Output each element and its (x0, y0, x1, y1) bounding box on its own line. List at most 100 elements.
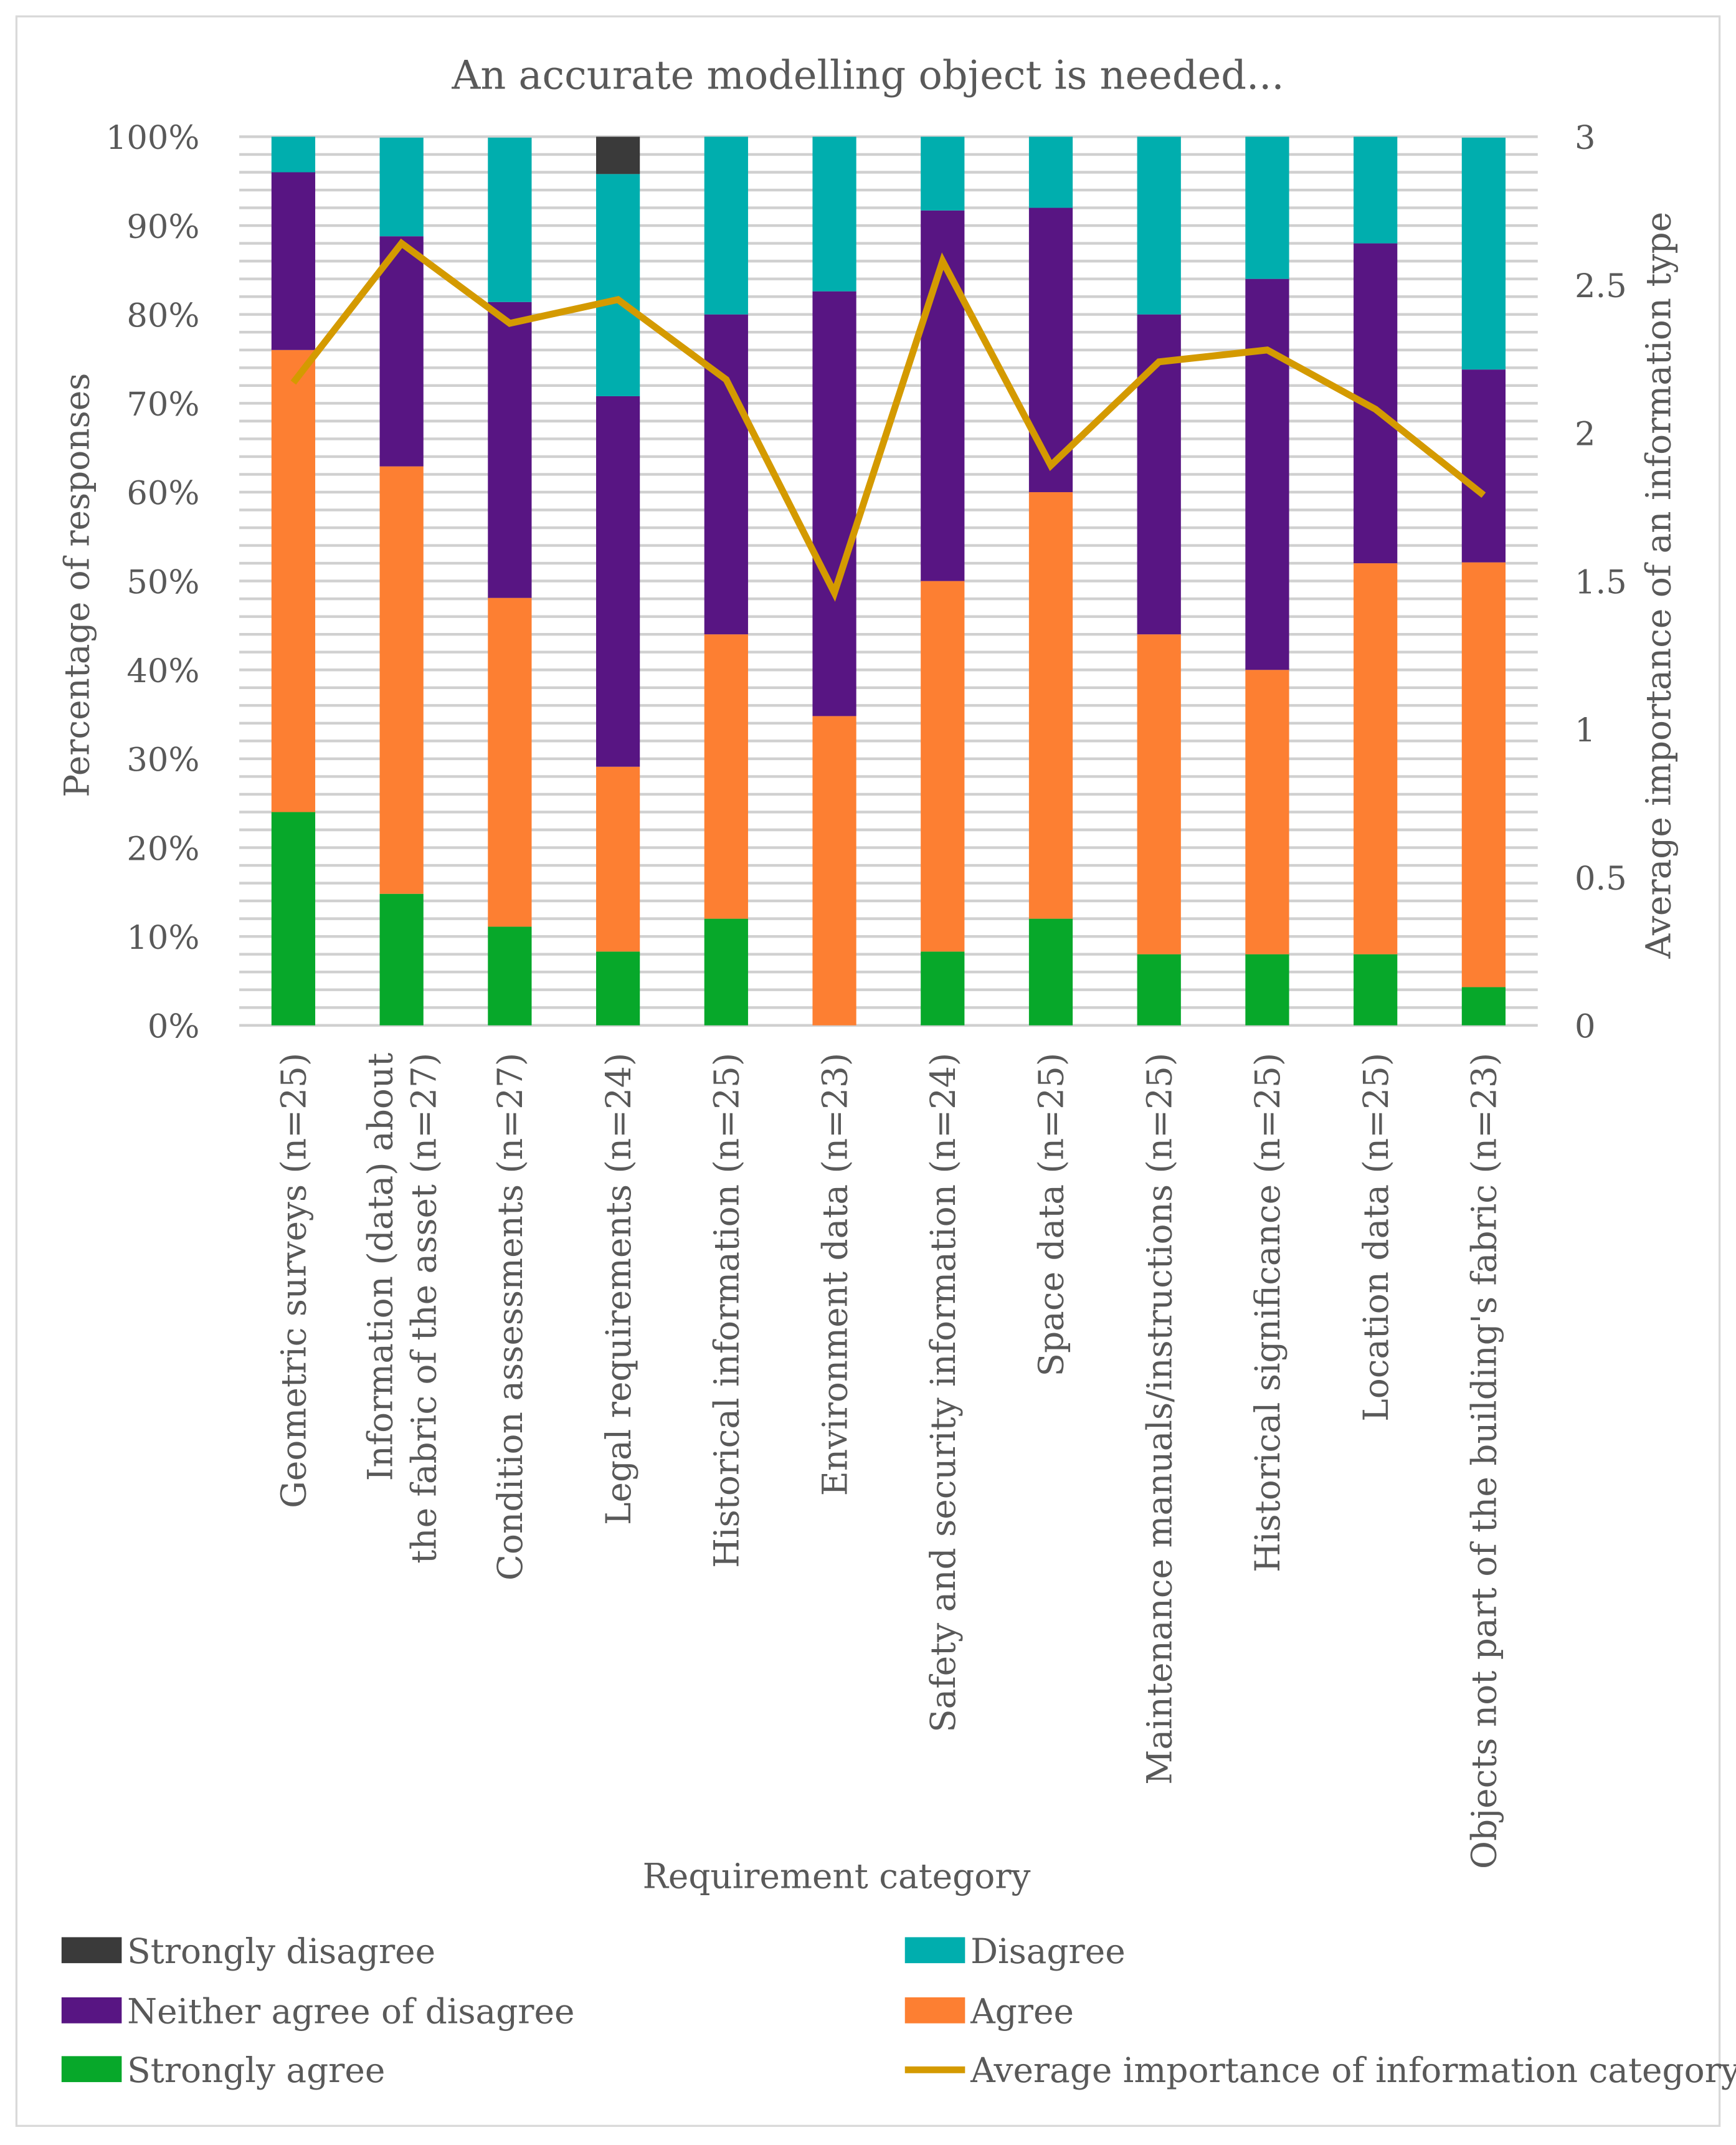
bar-segment-neither-agree-of-disagree (271, 172, 316, 350)
bar-segment-strongly-agree (1245, 954, 1289, 1025)
y2-tick-label: 3 (1575, 119, 1596, 157)
x-axis-labels: Geometric surveys (n=25) Information (dat… (274, 1053, 1504, 1869)
bar-segment-neither-agree-of-disagree (921, 210, 965, 581)
average-line (290, 239, 1486, 602)
bar-segment-strongly-agree (379, 893, 424, 1025)
bar-segment-agree (1245, 670, 1289, 954)
bar-segment-agree (1028, 492, 1073, 919)
y-tick-label: 10% (126, 919, 199, 957)
x-tick-label: Historical information (n=25) (707, 1053, 747, 1568)
x-tick-label-line: Historical significance (n=25) (1248, 1053, 1288, 1572)
y-tick-label: 60% (126, 475, 199, 513)
y2-tick-label: 2.5 (1575, 267, 1627, 305)
x-tick-label: Environment data (n=23) (815, 1053, 855, 1496)
chart-title: An accurate modelling object is needed..… (451, 53, 1284, 99)
bar-segment-strongly-agree (1137, 954, 1181, 1025)
x-tick-label-line: Maintenance manuals/instructions (n=25) (1139, 1053, 1179, 1785)
legend: Strongly disagree Disagree Neither agree o… (61, 1931, 1736, 2090)
x-tick-label-line: Safety and security information (n=24) (923, 1053, 963, 1733)
y-tick-label: 20% (126, 830, 199, 868)
bar-segment-disagree (271, 136, 316, 173)
x-tick-label-line: Space data (n=25) (1032, 1053, 1071, 1377)
bar-segment-disagree (379, 137, 424, 237)
legend-label: Neither agree of disagree (127, 1992, 574, 2032)
x-tick-label: Information (data) about the fabric of th… (360, 1053, 443, 1564)
bar-segment-neither-agree-of-disagree (1245, 278, 1289, 670)
bar-segment-disagree (921, 136, 965, 211)
legend-label: Strongly agree (127, 2050, 385, 2090)
bars (271, 136, 1506, 1025)
bar-segment-disagree (1354, 136, 1398, 244)
x-tick-label-line: Information (data) about (360, 1053, 400, 1482)
bar-segment-strongly-agree (1354, 954, 1398, 1025)
legend-label: Strongly disagree (127, 1931, 435, 1971)
bar-segment-neither-agree-of-disagree (488, 302, 532, 598)
bar-segment-strongly-agree (1461, 987, 1506, 1025)
x-tick-label-line: Objects not part of the building's fabri… (1464, 1053, 1504, 1869)
bar-segment-agree (812, 716, 856, 1025)
bar-segment-agree (1137, 634, 1181, 954)
y-tick-label: 80% (126, 297, 199, 335)
bar-segment-neither-agree-of-disagree (1137, 314, 1181, 635)
legend-swatch (61, 2056, 122, 2083)
y-tick-label: 0% (148, 1008, 200, 1046)
legend-label: Disagree (970, 1931, 1126, 1971)
bar-segment-disagree (1028, 136, 1073, 208)
y-tick-label: 50% (126, 563, 199, 601)
x-axis-label: Requirement category (643, 1856, 1031, 1896)
bar-segment-agree (1461, 562, 1506, 987)
x-tick-label: Legal requirements (n=24) (599, 1053, 638, 1525)
y-tick-label: 100% (106, 119, 200, 157)
x-tick-label: Condition assessments (n=27) (490, 1053, 530, 1581)
bar-segment-disagree (488, 137, 532, 302)
bar-segment-disagree (1245, 136, 1289, 279)
x-tick-label-line: the fabric of the asset (n=27) (404, 1053, 444, 1564)
bar-segment-disagree (1461, 137, 1506, 370)
y2-tick-label: 0 (1575, 1008, 1596, 1046)
x-tick-label: Maintenance manuals/instructions (n=25) (1139, 1053, 1179, 1785)
x-tick-label: Objects not part of the building's fabri… (1464, 1053, 1504, 1869)
legend-swatch (61, 1937, 122, 1964)
x-tick-label: Location data (n=25) (1356, 1053, 1396, 1422)
bar-segment-agree (271, 350, 316, 812)
legend-label: Agree (970, 1992, 1074, 2032)
x-tick-label: Safety and security information (n=24) (923, 1053, 963, 1733)
bar-segment-agree (704, 634, 748, 919)
x-tick-label-line: Historical information (n=25) (707, 1053, 747, 1568)
x-tick-label-line: Geometric surveys (n=25) (274, 1053, 314, 1508)
y-axis-ticks: 0% 10% 20% 30% 40% 50% 60% 70% 80% 90% 100% (106, 119, 200, 1045)
y-tick-label: 30% (126, 741, 199, 779)
bar-segment-agree (595, 766, 640, 952)
legend-swatch (904, 1997, 965, 2024)
x-tick-label: Historical significance (n=25) (1248, 1053, 1288, 1572)
x-tick-label-line: Legal requirements (n=24) (599, 1053, 638, 1525)
bar-segment-strongly-agree (595, 951, 640, 1025)
bar-segment-agree (379, 466, 424, 894)
y-tick-label: 90% (126, 208, 199, 246)
average-importance-line (290, 239, 1486, 602)
bar-segment-disagree (704, 136, 748, 315)
bar-segment-neither-agree-of-disagree (379, 236, 424, 467)
bar-segment-strongly-disagree (595, 136, 640, 174)
y-tick-label: 70% (126, 386, 199, 424)
bar-segment-disagree (1137, 136, 1181, 315)
y-axis-label: Percentage of responses (57, 373, 97, 797)
y2-axis-ticks: 0 0.5 1 1.5 2 2.5 3 (1575, 119, 1627, 1045)
x-tick-label: Space data (n=25) (1032, 1053, 1071, 1377)
bar-segment-strongly-agree (1028, 918, 1073, 1025)
x-tick-label-line: Environment data (n=23) (815, 1053, 855, 1496)
bar-segment-neither-agree-of-disagree (704, 314, 748, 635)
bar-segment-agree (488, 597, 532, 927)
x-tick-label-line: Condition assessments (n=27) (490, 1053, 530, 1581)
bar-segment-disagree (595, 174, 640, 396)
y2-tick-label: 2 (1575, 416, 1596, 454)
legend-label: Average importance of information catego… (970, 2050, 1736, 2090)
bar-segment-neither-agree-of-disagree (595, 396, 640, 767)
bar-segment-strongly-agree (704, 918, 748, 1025)
bar-segment-agree (1354, 563, 1398, 954)
y2-tick-label: 0.5 (1575, 860, 1627, 898)
bar-segment-agree (921, 581, 965, 952)
bar-segment-strongly-agree (488, 926, 532, 1025)
y2-tick-label: 1 (1575, 711, 1596, 749)
